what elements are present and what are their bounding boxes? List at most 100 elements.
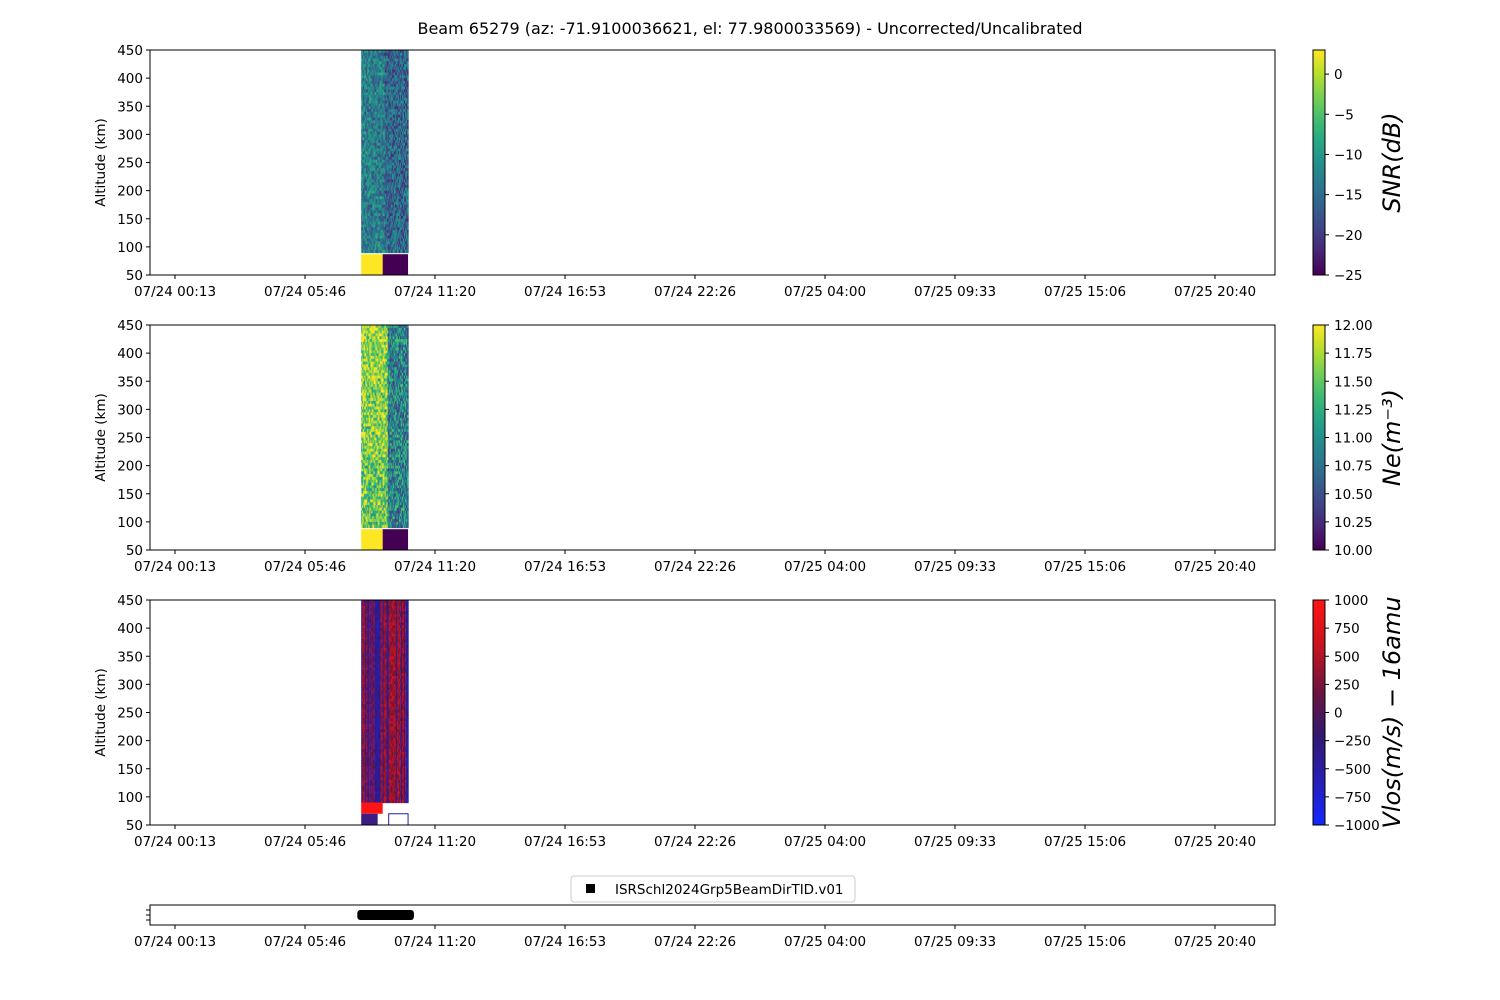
heatmap-cell (377, 333, 380, 337)
heatmap-cell (376, 89, 379, 93)
heatmap-cell (371, 488, 374, 492)
heatmap-cell (379, 417, 382, 422)
heatmap-cell (362, 89, 364, 93)
heatmap-cell (402, 224, 405, 228)
heatmap-cell (363, 123, 365, 127)
heatmap-cell (386, 213, 389, 217)
heatmap-cell (379, 400, 382, 405)
heatmap-cell (365, 61, 367, 65)
heatmap-cell (382, 241, 385, 245)
heatmap-cell (402, 165, 405, 169)
heatmap-cell (370, 361, 373, 365)
heatmap-cell (381, 50, 384, 54)
heatmap-cell (406, 246, 408, 251)
heatmap-cell (378, 52, 381, 57)
heatmap-cell (406, 199, 408, 203)
heatmap-cell (372, 131, 375, 135)
heatmap-cell (372, 519, 375, 523)
heatmap-cell (387, 218, 390, 223)
heatmap-cell (361, 400, 363, 405)
heatmap-cell (407, 182, 409, 186)
heatmap-cell (365, 347, 367, 351)
heatmap-cell (396, 145, 399, 150)
heatmap-cell (385, 199, 388, 203)
heatmap-cell (402, 89, 405, 93)
heatmap-cell (389, 75, 392, 79)
heatmap-cell (374, 249, 377, 254)
heatmap-cell (383, 409, 386, 413)
heatmap-cell (367, 140, 369, 144)
heatmap-cell (390, 97, 393, 102)
heatmap-cell (370, 516, 373, 520)
heatmap-cell (372, 66, 375, 71)
heatmap-cell (361, 434, 363, 439)
heatmap-cell (385, 140, 388, 144)
heatmap-cell (405, 95, 407, 99)
heatmap-cell (377, 165, 380, 169)
heatmap-cell (383, 196, 386, 200)
heatmap-cell (376, 114, 379, 119)
heatmap-cell (368, 80, 370, 85)
heatmap-cell (362, 445, 364, 450)
heatmap-cell (385, 218, 388, 223)
heatmap-cell (403, 134, 406, 138)
heatmap-cell (384, 241, 387, 245)
heatmap-cell (375, 241, 378, 245)
heatmap-cell (396, 232, 399, 237)
heatmap-cell (406, 162, 408, 166)
heatmap-cell (378, 78, 381, 82)
heatmap-cell (378, 417, 381, 422)
heatmap-cell (365, 327, 367, 332)
heatmap-cell (379, 465, 382, 470)
heatmap-cell (398, 224, 401, 228)
heatmap-cell (387, 131, 390, 135)
heatmap-cell (383, 381, 386, 385)
heatmap-cell (362, 83, 364, 88)
heatmap-cell (370, 443, 373, 447)
heatmap-cell (371, 420, 374, 425)
heatmap-cell (381, 182, 384, 186)
heatmap-cell (371, 524, 374, 529)
heatmap-cell (383, 221, 386, 225)
heatmap-cell (379, 519, 382, 523)
heatmap-cell (398, 114, 401, 119)
heatmap-cell (367, 488, 369, 492)
heatmap-cell (407, 235, 409, 240)
heatmap-cell (374, 89, 377, 93)
heatmap-cell (380, 361, 383, 365)
heatmap-cell (400, 131, 403, 135)
heatmap-cell (366, 434, 368, 439)
heatmap-cell (391, 95, 394, 99)
heatmap-cell (362, 61, 364, 65)
heatmap-cell (375, 50, 378, 54)
heatmap-cell (391, 97, 394, 102)
heatmap-cell (376, 162, 379, 166)
heatmap-cell (367, 218, 369, 223)
heatmap-cell (395, 72, 398, 76)
heatmap-cell (401, 83, 404, 88)
heatmap-cell (381, 80, 384, 85)
heatmap-cell (391, 170, 394, 175)
heatmap-cell (374, 347, 377, 351)
heatmap-cell (364, 117, 366, 121)
heatmap-cell (372, 465, 375, 470)
heatmap-cell (363, 80, 365, 85)
heatmap-cell (392, 246, 395, 251)
heatmap-cell (402, 103, 405, 107)
heatmap-cell (386, 176, 389, 180)
heatmap-cell (382, 454, 385, 458)
heatmap-cell (405, 190, 407, 195)
heatmap-cell (363, 364, 365, 368)
heatmap-cell (395, 69, 398, 74)
heatmap-cell (372, 325, 375, 329)
heatmap-cell (383, 187, 386, 192)
heatmap-cell (399, 232, 402, 237)
heatmap-cell (377, 148, 380, 152)
heatmap-cell (366, 156, 368, 161)
heatmap-cell (407, 117, 409, 121)
heatmap-cell (365, 437, 367, 441)
heatmap-cell (368, 125, 370, 130)
heatmap-cell (375, 384, 378, 388)
heatmap-cell (395, 213, 398, 217)
heatmap-cell (363, 72, 365, 76)
